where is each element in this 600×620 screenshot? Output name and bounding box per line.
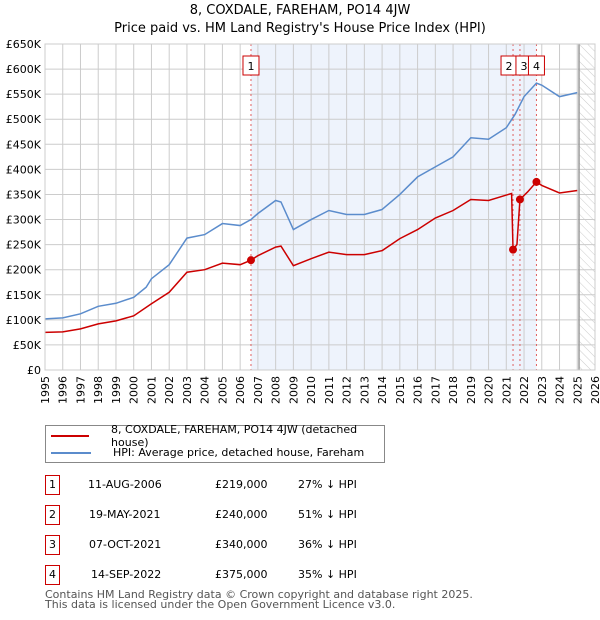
sale-date: 14-SEP-2022 [91,568,162,581]
x-tick-label: 2004 [199,376,212,404]
x-tick-label: 2000 [128,376,141,404]
sale-hpi-diff: 35% ↓ HPI [298,568,357,581]
y-tick-label: £400K [6,163,42,176]
sale-price: £219,000 [215,478,268,491]
sale-date: 19-MAY-2021 [89,508,161,521]
sale-date: 07-OCT-2021 [89,538,162,551]
x-tick-label: 2020 [483,376,496,404]
x-tick-label: 2016 [412,376,425,404]
sale-hpi-diff: 27% ↓ HPI [298,478,357,491]
legend-swatch [51,451,91,454]
sale-price: £240,000 [215,508,268,521]
x-tick-label: 2017 [429,376,442,404]
legend-item-property: 8, COXDALE, FAREHAM, PO14 4JW (detached … [46,423,384,449]
x-tick-label: 2023 [536,376,549,404]
sale-number: 3 [45,535,60,555]
legend-label: HPI: Average price, detached house, Fare… [113,446,365,459]
x-tick-label: 2013 [358,376,371,404]
x-tick-label: 2005 [216,376,229,404]
sale-price: £340,000 [215,538,268,551]
y-tick-label: £250K [6,239,42,252]
sale-row: 4 14-SEP-2022 £375,000 35% ↓ HPI [45,565,445,585]
x-tick-label: 2026 [589,376,600,404]
x-tick-label: 2002 [163,376,176,404]
y-tick-label: £350K [6,188,42,201]
x-tick-label: 2014 [376,376,389,404]
y-tick-label: £0 [27,364,41,377]
sale-hpi-diff: 51% ↓ HPI [298,508,357,521]
sale-badge [527,55,545,76]
sale-point [246,256,255,265]
sale-date: 11-AUG-2006 [88,478,162,491]
x-tick-label: 2022 [518,376,531,404]
plot: 1995 1996 1997 1998 1999 2000 2001 2002 2003 2004… [6,38,600,404]
x-tick-label: 2024 [554,376,567,404]
chart-title: 8, COXDALE, FAREHAM, PO14 4JW Price paid … [0,2,600,38]
y-tick-label: £200K [6,264,42,277]
x-tick-label: 2006 [234,376,247,404]
title-line: 8, COXDALE, FAREHAM, PO14 4JW [189,3,411,18]
x-tick-label: 2019 [465,376,478,404]
sale-badge-label: 1 [247,60,254,73]
subtitle-line: Price paid vs. HM Land Registry's House … [114,21,486,36]
x-tick-label: 2010 [305,376,318,404]
x-tick-label: 2015 [394,376,407,404]
footer: Contains HM Land Registry data © Crown c… [45,588,473,611]
sale-badge [242,55,260,76]
sale-number: 2 [45,505,60,525]
hatched-future-region [579,44,595,370]
x-tick-label: 2001 [145,376,158,404]
sale-badge-label: 4 [533,60,540,73]
sale-point [515,195,524,204]
sale-number: 4 [45,565,60,585]
y-tick-label: £100K [6,314,42,327]
plot-frame [44,43,596,371]
x-tick-label: 2008 [270,376,283,404]
x-tick-label: 2007 [252,376,265,404]
sale-badge-label: 2 [506,60,513,73]
y-tick-label: £600K [6,63,42,76]
sale-row: 2 19-MAY-2021 £240,000 51% ↓ HPI [45,505,445,525]
x-tick-label: 2012 [341,376,354,404]
y-tick-label: £650K [6,38,42,51]
x-tick-label: 2025 [571,376,584,404]
sale-row: 3 07-OCT-2021 £340,000 36% ↓ HPI [45,535,445,555]
y-tick-label: £50K [13,339,42,352]
sale-point [532,177,541,186]
footer-line: This data is licensed under the Open Gov… [45,598,396,611]
y-tick-label: £450K [6,138,42,151]
sale-hpi-diff: 36% ↓ HPI [298,538,357,551]
x-tick-label: 2003 [181,376,194,404]
x-tick-label: 1996 [57,376,70,404]
sale-row: 1 11-AUG-2006 £219,000 27% ↓ HPI [45,475,445,495]
sale-badge-label: 3 [520,60,527,73]
x-tick-label: 1995 [39,376,52,404]
sale-number: 1 [45,475,60,495]
y-tick-label: £300K [6,214,42,227]
y-tick-label: £550K [6,88,42,101]
y-tick-label: £500K [6,113,42,126]
sale-point [509,245,518,254]
legend-swatch [51,434,90,437]
x-tick-label: 1999 [110,376,123,404]
x-tick-label: 2018 [447,376,460,404]
y-tick-label: £150K [6,289,42,302]
legend-item-hpi: HPI: Average price, detached house, Fare… [46,444,364,461]
x-tick-label: 1997 [74,376,87,404]
legend: 8, COXDALE, FAREHAM, PO14 4JW (detached … [45,423,385,463]
footer-line: Contains HM Land Registry data © Crown c… [45,588,473,601]
series-line [44,82,578,320]
x-tick-label: 2009 [287,376,300,404]
x-tick-label: 2011 [323,376,336,404]
x-tick-label: 2021 [500,376,513,404]
x-tick-label: 1998 [92,376,105,404]
sale-price: £375,000 [215,568,268,581]
series-line [44,180,578,334]
legend-label: 8, COXDALE, FAREHAM, PO14 4JW (detached … [111,422,358,449]
